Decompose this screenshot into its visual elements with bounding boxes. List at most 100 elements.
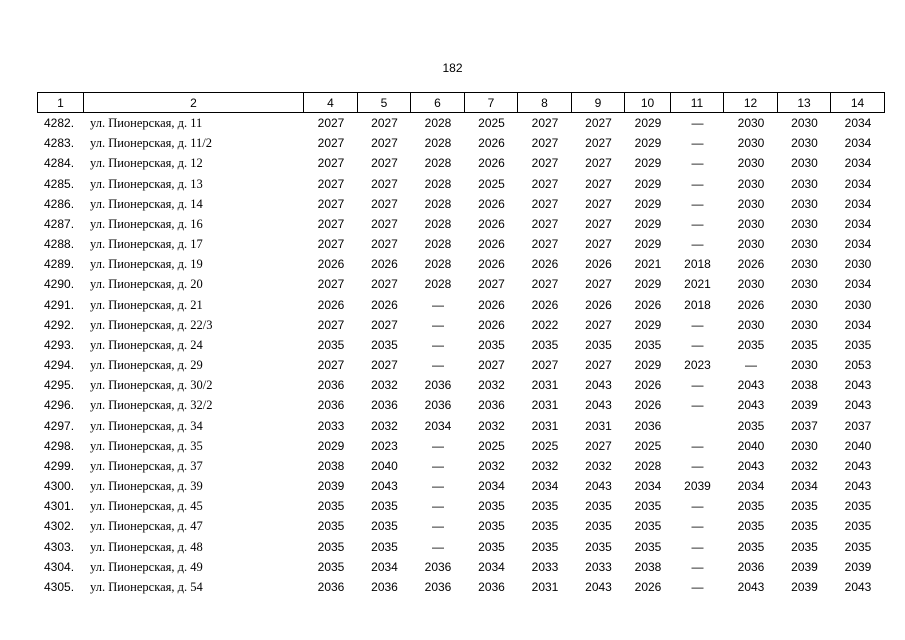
year-cell: 2029: [634, 216, 662, 231]
year-cell: 2030: [791, 257, 818, 272]
year-cell: —: [432, 479, 444, 494]
year-cell: —: [432, 458, 444, 473]
year-cell: —: [691, 458, 704, 473]
address: ул. Пионерская, д. 19: [90, 257, 203, 272]
year-cell: 2030: [791, 237, 818, 252]
row-number: 4300.: [44, 479, 75, 494]
year-cell: 2026: [585, 297, 612, 312]
year-cell: 2030: [791, 136, 818, 151]
year-cell: —: [691, 196, 704, 211]
year-cell: 2034: [844, 317, 872, 332]
year-cell: —: [691, 156, 704, 171]
year-cell: 2043: [737, 458, 765, 473]
address: ул. Пионерская, д. 54: [90, 579, 203, 594]
year-cell: 2032: [478, 418, 505, 433]
year-cell: 2030: [737, 156, 765, 171]
year-cell: 2021: [634, 257, 662, 272]
year-cell: 2033: [531, 559, 559, 574]
year-cell: —: [691, 499, 704, 514]
year-cell: 2040: [371, 458, 398, 473]
year-cell: —: [691, 559, 704, 574]
year-cell: 2033: [317, 418, 345, 433]
year-cell: 2035: [478, 539, 505, 554]
year-cell: 2035: [844, 499, 872, 514]
year-cell: 2030: [791, 216, 818, 231]
year-cell: 2032: [585, 458, 612, 473]
year-cell: 2039: [684, 479, 711, 494]
year-cell: 2027: [531, 156, 559, 171]
row-number: 4290.: [44, 277, 75, 292]
year-cell: 2036: [317, 378, 345, 393]
address: ул. Пионерская, д. 12: [90, 156, 203, 171]
year-cell: 2038: [634, 559, 662, 574]
year-cell: 2027: [478, 277, 505, 292]
header-cell: 10: [624, 92, 671, 113]
address: ул. Пионерская, д. 37: [90, 458, 203, 473]
year-cell: 2035: [585, 499, 612, 514]
year-cell: 2031: [531, 418, 559, 433]
year-cell: 2043: [844, 458, 872, 473]
year-cell: 2028: [424, 116, 452, 130]
row-number: 4292.: [44, 317, 75, 332]
row-number: 4284.: [44, 156, 75, 171]
year-cell: 2027: [317, 317, 345, 332]
year-cell: 2026: [478, 156, 505, 171]
year-cell: 2026: [478, 297, 505, 312]
year-cell: 2029: [634, 116, 662, 130]
year-cell: 2027: [371, 317, 398, 332]
header-cell: 13: [777, 92, 831, 113]
year-cell: —: [691, 337, 704, 352]
year-cell: 2038: [791, 378, 818, 393]
year-cell: 2043: [844, 579, 872, 594]
year-cell: 2026: [634, 579, 662, 594]
row-number: 4286.: [44, 196, 75, 211]
year-cell: 2043: [737, 398, 765, 413]
address: ул. Пионерская, д. 34: [90, 418, 203, 433]
year-cell: 2029: [634, 317, 662, 332]
year-cell: 2035: [634, 337, 662, 352]
page-number: 182: [442, 61, 463, 75]
year-cell: —: [691, 216, 704, 231]
year-cell: 2027: [585, 216, 612, 231]
year-cell: 2036: [371, 398, 398, 413]
year-cell: 2034: [737, 479, 765, 494]
year-cell: 2028: [424, 237, 452, 252]
year-cell: 2026: [478, 237, 505, 252]
year-cell: 2026: [634, 297, 662, 312]
year-cell: 2027: [371, 156, 398, 171]
header-cell: 4: [303, 92, 358, 113]
year-cell: 2034: [531, 479, 559, 494]
year-cell: 2034: [424, 418, 452, 433]
year-cell: 2039: [317, 479, 345, 494]
year-cell: 2026: [317, 297, 345, 312]
year-cell: 2035: [634, 519, 662, 534]
year-cell: 2030: [737, 116, 765, 130]
year-cell: 2035: [371, 539, 398, 554]
year-cell: 2030: [791, 317, 818, 332]
year-cell: —: [691, 539, 704, 554]
year-cell: 2021: [684, 277, 711, 292]
year-cell: —: [691, 579, 704, 594]
year-cell: —: [691, 398, 704, 413]
year-cell: 2043: [737, 378, 765, 393]
year-cell: 2034: [844, 176, 872, 191]
year-cell: 2028: [424, 196, 452, 211]
address: ул. Пионерская, д. 22/3: [90, 317, 213, 332]
year-cell: 2027: [317, 277, 345, 292]
address: ул. Пионерская, д. 11/2: [90, 136, 212, 151]
year-cell: 2035: [791, 337, 818, 352]
year-cell: 2025: [478, 176, 505, 191]
row-number: 4283.: [44, 136, 75, 151]
row-number: 4289.: [44, 257, 75, 272]
year-cell: 2036: [424, 378, 452, 393]
year-cell: 2037: [844, 418, 872, 433]
year-cell: 2036: [478, 398, 505, 413]
year-cell: 2034: [371, 559, 398, 574]
year-cell: 2036: [317, 398, 345, 413]
year-cell: 2035: [791, 519, 818, 534]
year-cell: 2026: [737, 257, 765, 272]
row-number: 4285.: [44, 176, 75, 191]
year-cell: —: [432, 539, 444, 554]
year-cell: 2027: [585, 176, 612, 191]
address: ул. Пионерская, д. 17: [90, 237, 203, 252]
